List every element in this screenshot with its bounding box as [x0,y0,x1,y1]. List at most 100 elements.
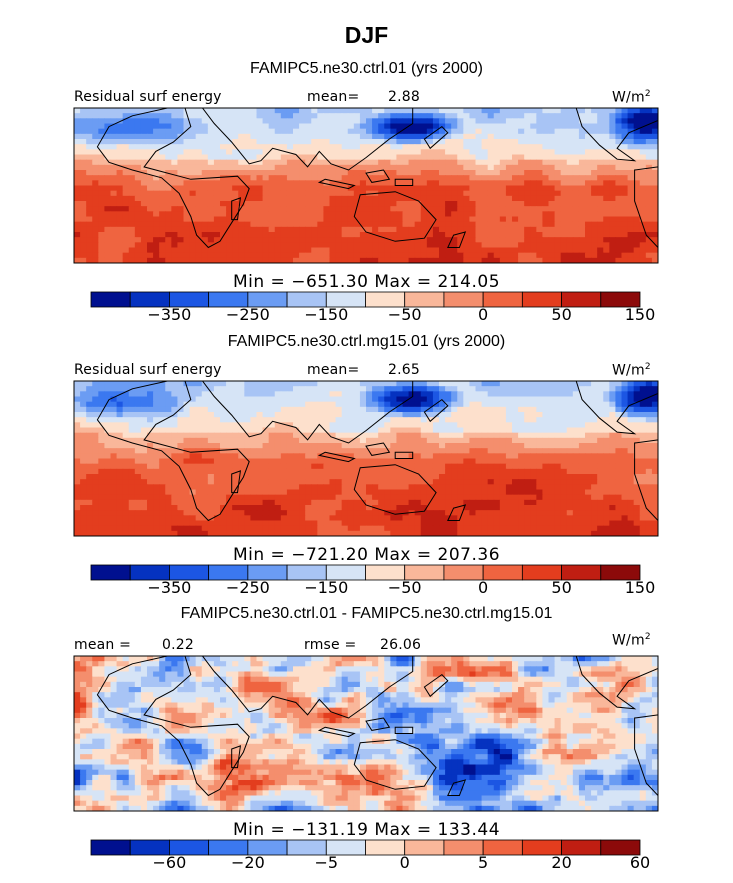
map-cell [86,479,93,485]
map-cell [341,154,349,161]
map-cell [426,211,434,218]
map-cell [469,180,477,187]
map-cell [499,154,507,161]
map-cell [451,180,458,187]
map-cell [147,113,154,119]
map-cell [530,170,537,176]
map-cell [378,257,385,263]
map-cell [220,401,227,408]
map-cell [86,118,93,125]
map-cell [591,139,598,145]
map-cell [80,391,87,398]
coastline [575,108,658,162]
map-cell [499,252,507,259]
map-cell [238,195,245,202]
map-cell [548,463,556,470]
map-cell [445,201,452,207]
map-cell [183,108,191,114]
map-cell [566,128,574,135]
map-cell [183,396,191,403]
map-cell [542,211,550,218]
map-cell [98,232,106,238]
map-cell [390,458,398,465]
map-cell [609,123,617,130]
map-cell [432,448,440,454]
map-cell [299,443,306,449]
map-cell [627,180,635,187]
map-cell [92,170,99,176]
map-cell [499,123,507,130]
map-cell [122,144,130,150]
map-cell [572,406,580,413]
map-cell [323,396,331,403]
map-cell [305,437,312,444]
map-cell [566,448,574,454]
map-cell [432,463,440,470]
map-cell [481,468,489,475]
map-cell [341,474,349,480]
map-cell [402,159,410,166]
map-cell [439,232,446,238]
map-cell [633,211,641,218]
map-cell [469,422,477,429]
map-cell [86,108,93,114]
map-cell [463,484,471,491]
map-cell [408,144,416,150]
map-cell [311,216,318,223]
map-cell [347,128,355,135]
map-cell [439,484,446,491]
map-cell [213,437,221,444]
map-cell [195,123,203,130]
map-cell [609,226,617,233]
map-cell [183,427,191,434]
map-cell [578,237,586,243]
map-cell [250,226,258,233]
map-cell [627,108,635,114]
map-cell [439,479,446,485]
map-cell [347,406,355,413]
map-cell [122,391,130,398]
map-cell [299,432,306,439]
map-cell [256,432,264,439]
map-cell [250,108,258,114]
map-cell [341,237,349,243]
map-cell [530,180,537,187]
map-cell [189,391,197,398]
map-cell [651,144,658,150]
map-cell [585,484,592,491]
map-cell [445,113,452,119]
map-cell [305,391,312,398]
map-cell [159,206,166,212]
map-cell [323,242,331,249]
map-cell [86,468,93,475]
map-cell [110,458,118,465]
map-cell [189,201,197,207]
map-cell [183,443,191,449]
map-cell [347,154,355,161]
map-cell [524,412,531,418]
map-cell [250,206,258,212]
map-cell [274,170,282,176]
map-cell [645,232,653,238]
map-cell [566,437,574,444]
map-cell [244,232,252,238]
map-cell [481,206,489,212]
map-cell [591,247,598,254]
map-cell [609,128,617,135]
map-cell [207,113,215,119]
map-cell [402,391,410,398]
map-cell [591,406,598,413]
map-cell [518,149,525,156]
map-cell [518,386,525,392]
map-cell [317,216,325,223]
map-cell [268,118,276,125]
map-cell [159,443,166,449]
map-cell [627,453,635,460]
map-cell [201,432,209,439]
map-cell [335,242,343,249]
map-cell [311,185,318,192]
map-cell [615,149,623,156]
map-cell [615,412,623,418]
map-cell [463,468,471,475]
map-cell [524,113,531,119]
